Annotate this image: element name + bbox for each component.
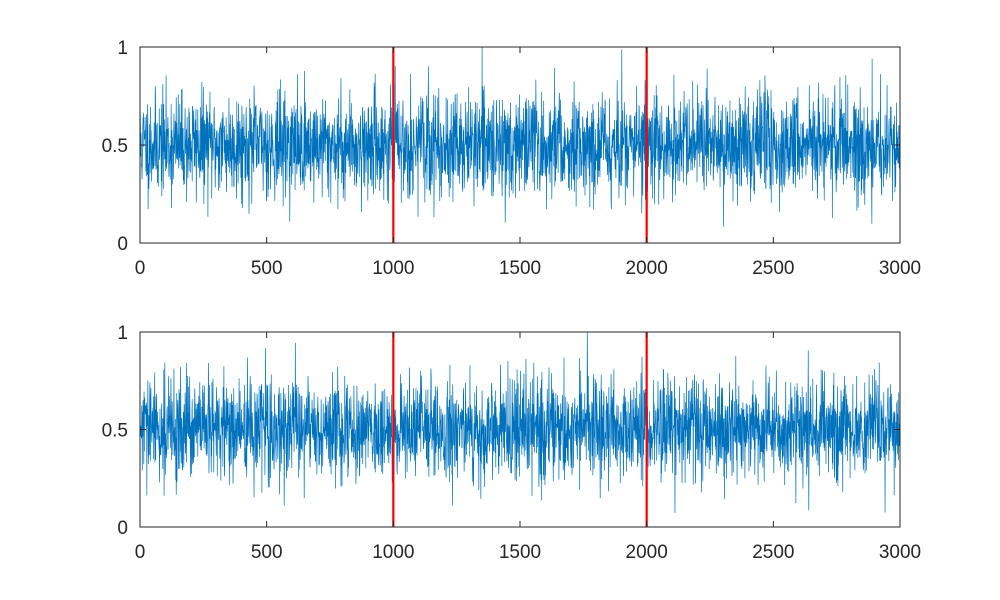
- x-tick-label: 1000: [372, 542, 414, 563]
- y-tick-label: 0: [117, 234, 128, 255]
- x-tick-label: 2000: [626, 542, 668, 563]
- x-tick-label: 500: [251, 542, 283, 563]
- series-line: [139, 331, 901, 513]
- x-tick-label: 0: [135, 258, 146, 279]
- y-tick-label: 0.5: [102, 136, 128, 157]
- y-tick-label: 0.5: [102, 421, 128, 442]
- x-tick-label: 2500: [752, 542, 794, 563]
- x-tick-label: 1500: [499, 258, 541, 279]
- top-panel: 0 500 1000 1500 2000 2500 3000 0 0.5 1: [102, 38, 922, 279]
- y-tick-label: 0: [117, 518, 128, 539]
- y-tick-label: 1: [117, 38, 128, 59]
- y-tick-label: 1: [117, 323, 128, 344]
- series-line: [139, 46, 901, 227]
- x-tick-label: 1000: [372, 258, 414, 279]
- x-tick-label: 3000: [879, 258, 921, 279]
- bottom-panel: 0 500 1000 1500 2000 2500 3000 0 0.5 1: [102, 323, 922, 563]
- x-tick-label: 2500: [752, 258, 794, 279]
- x-tick-label: 3000: [879, 542, 921, 563]
- x-tick-label: 2000: [626, 258, 668, 279]
- x-tick-label: 1500: [499, 542, 541, 563]
- x-tick-label: 0: [135, 542, 146, 563]
- x-tick-label: 500: [251, 258, 283, 279]
